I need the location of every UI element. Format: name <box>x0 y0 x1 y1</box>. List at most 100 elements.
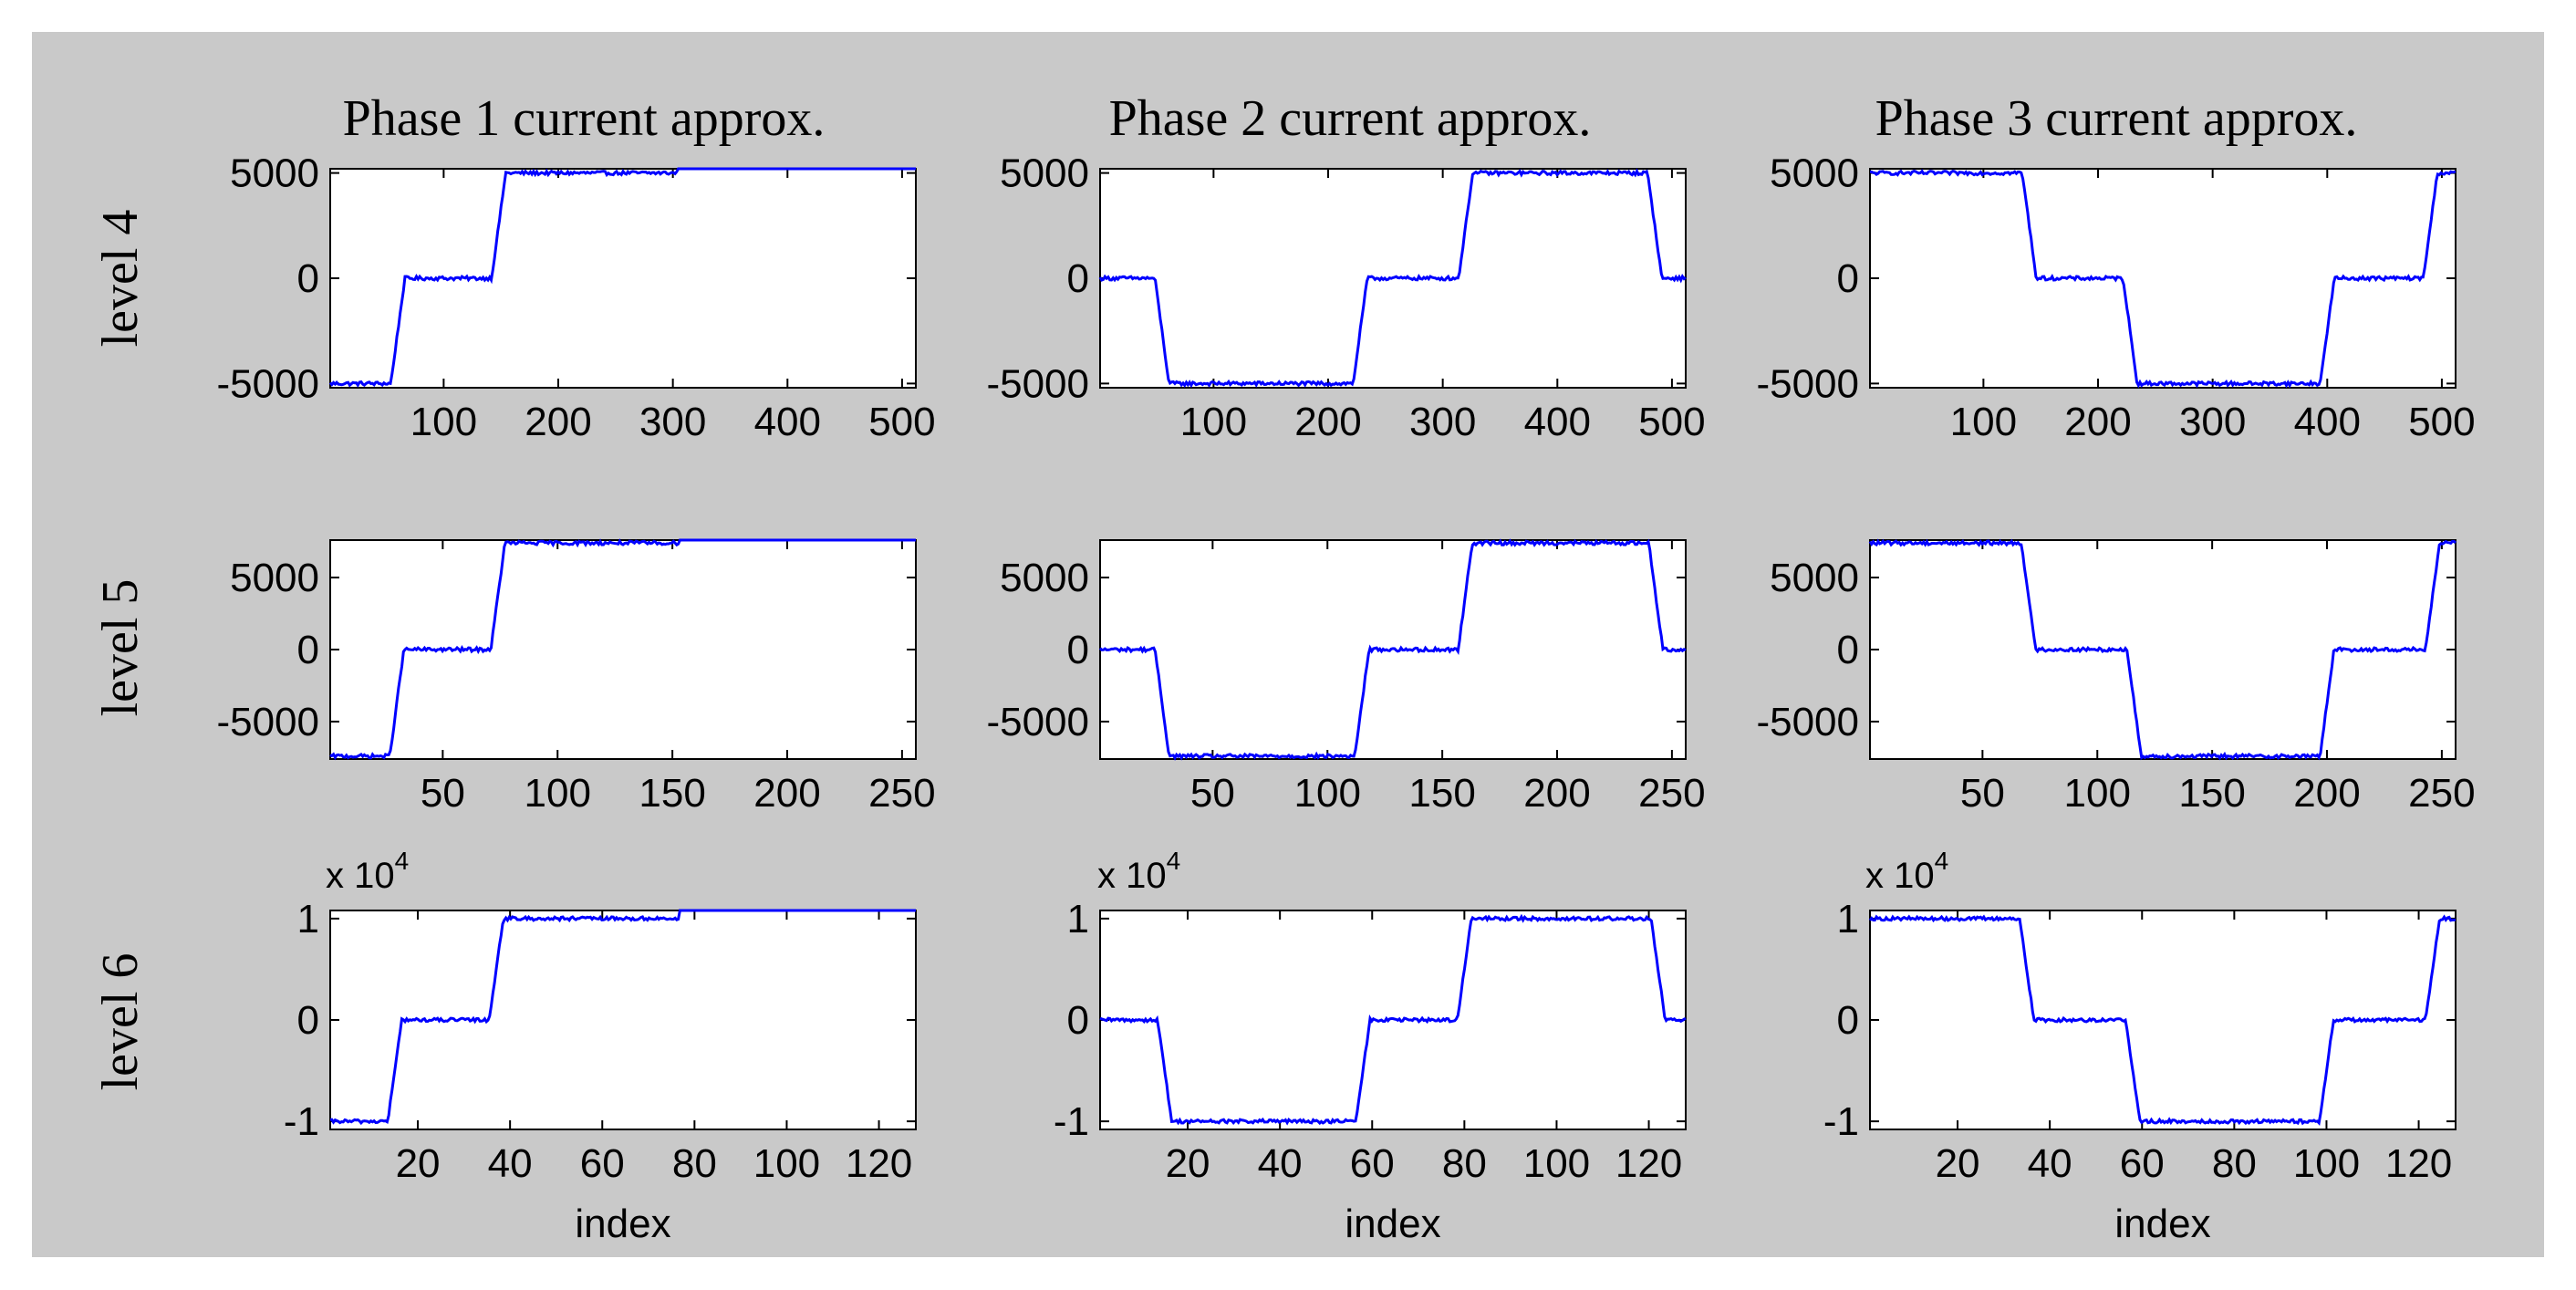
x-axis-label: index <box>575 1202 670 1246</box>
subplot-r2-c1: -5000 0 5000 50 100 150 200 250 <box>216 538 936 816</box>
x-tick-label: 120 <box>1615 1141 1682 1186</box>
x-tick-label: 100 <box>1523 1141 1590 1186</box>
subplot-r2-c3: -5000 0 5000 50 100 150 200 250 <box>1756 538 2476 816</box>
current-trace <box>329 538 916 761</box>
x-tick-label: 20 <box>1936 1141 1980 1186</box>
exponent-base: x 10 <box>326 856 395 896</box>
x-tick-label: 20 <box>1166 1141 1210 1186</box>
x-tick-label: 40 <box>2028 1141 2072 1186</box>
x-tick-label: 60 <box>1350 1141 1395 1186</box>
row-label-level-4: level 4 <box>92 210 149 348</box>
y-tick-label: 5000 <box>230 556 319 600</box>
y-tick-label: -1 <box>1054 1099 1089 1144</box>
x-tick-label: 200 <box>525 400 591 444</box>
y-tick-label: 5000 <box>1000 556 1089 600</box>
subplot-r1-c1: -5000 0 5000 100 200 300 400 500 <box>216 151 935 444</box>
exponent-power: 4 <box>395 847 410 875</box>
y-exponent-label-phase-2: x 104 <box>1097 847 1180 896</box>
x-axis-label: index <box>1345 1202 1440 1246</box>
y-tick-label: 5000 <box>1770 556 1859 600</box>
x-tick-label: 400 <box>754 400 821 444</box>
y-tick-label: 5000 <box>1770 151 1859 196</box>
x-tick-label: 500 <box>2408 400 2475 444</box>
x-tick-label: 50 <box>1190 771 1235 816</box>
y-tick-label: 0 <box>1837 628 1859 672</box>
y-tick-label: 5000 <box>1000 151 1089 196</box>
exponent-power: 4 <box>1167 847 1181 875</box>
x-tick-label: 500 <box>1638 400 1705 444</box>
x-tick-label: 250 <box>868 771 935 816</box>
current-trace <box>1098 168 1687 389</box>
current-trace <box>1099 913 1687 1126</box>
exponent-base: x 10 <box>1865 856 1935 896</box>
x-tick-label: 250 <box>1638 771 1705 816</box>
y-exponent-label-phase-3: x 104 <box>1865 847 1948 896</box>
x-tick-label: 80 <box>672 1141 717 1186</box>
y-tick-label: -5000 <box>216 700 319 744</box>
y-tick-label: 1 <box>1067 897 1089 941</box>
column-title-phase-2: Phase 2 current approx. <box>1109 90 1592 147</box>
y-tick-label: 0 <box>297 256 319 301</box>
exponent-power: 4 <box>1935 847 1949 875</box>
x-tick-label: 60 <box>2120 1141 2165 1186</box>
x-tick-label: 150 <box>639 771 705 816</box>
x-tick-label: 200 <box>2064 400 2131 444</box>
x-tick-label: 500 <box>868 400 935 444</box>
current-trace <box>1098 538 1687 761</box>
current-trace <box>1868 538 2457 761</box>
x-tick-label: 40 <box>488 1141 533 1186</box>
x-tick-label: 50 <box>421 771 465 816</box>
column-title-phase-1: Phase 1 current approx. <box>343 90 826 147</box>
column-title-phase-3: Phase 3 current approx. <box>1875 90 2358 147</box>
x-tick-label: 150 <box>2178 771 2245 816</box>
y-tick-label: -5000 <box>1756 700 1859 744</box>
subplot-r1-c3: -5000 0 5000 100 200 300 400 500 <box>1756 151 2475 444</box>
y-tick-label: -1 <box>284 1099 319 1144</box>
x-tick-label: 100 <box>410 400 477 444</box>
x-tick-label: 400 <box>2294 400 2361 444</box>
y-tick-label: 5000 <box>230 151 319 196</box>
x-tick-label: 100 <box>1294 771 1361 816</box>
current-trace <box>1868 914 2457 1126</box>
x-tick-label: 20 <box>396 1141 441 1186</box>
x-tick-label: 200 <box>2293 771 2360 816</box>
y-tick-label: 0 <box>1837 256 1859 301</box>
x-tick-label: 100 <box>525 771 591 816</box>
y-tick-label: -5000 <box>986 700 1089 744</box>
x-tick-label: 200 <box>1523 771 1590 816</box>
y-tick-label: 0 <box>1067 256 1089 301</box>
x-tick-label: 40 <box>1258 1141 1303 1186</box>
x-tick-label: 80 <box>2212 1141 2257 1186</box>
current-trace <box>328 167 916 388</box>
y-tick-label: 0 <box>1067 628 1089 672</box>
x-tick-label: 120 <box>846 1141 912 1186</box>
y-tick-label: -1 <box>1823 1099 1859 1144</box>
x-tick-label: 300 <box>2179 400 2246 444</box>
y-tick-label: 0 <box>297 998 319 1043</box>
y-tick-label: 0 <box>1067 998 1089 1043</box>
x-tick-label: 100 <box>2064 771 2131 816</box>
x-tick-label: 60 <box>580 1141 625 1186</box>
x-tick-label: 100 <box>753 1141 820 1186</box>
row-label-level-5: level 5 <box>92 579 149 717</box>
x-tick-label: 300 <box>639 400 706 444</box>
x-tick-label: 200 <box>1294 400 1361 444</box>
x-tick-label: 50 <box>1960 771 2005 816</box>
x-tick-label: 250 <box>2408 771 2475 816</box>
x-tick-label: 100 <box>1950 400 2017 444</box>
x-tick-label: 120 <box>2385 1141 2452 1186</box>
subplot-r2-c2: -5000 0 5000 50 100 150 200 250 <box>986 538 1706 816</box>
current-trace <box>1870 169 2457 389</box>
y-tick-label: 1 <box>297 897 319 941</box>
exponent-base: x 10 <box>1097 856 1167 896</box>
y-tick-label: -5000 <box>216 361 319 406</box>
x-tick-label: 100 <box>2293 1141 2360 1186</box>
x-tick-label: 300 <box>1409 400 1476 444</box>
y-tick-label: 0 <box>1837 998 1859 1043</box>
current-trace <box>329 909 916 1126</box>
y-exponent-label-phase-1: x 104 <box>326 847 409 896</box>
